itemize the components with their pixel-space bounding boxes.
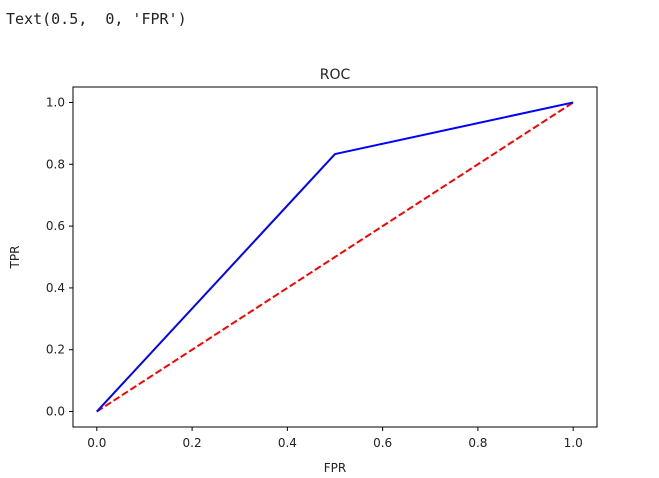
y-tick-label: 0.6 — [46, 219, 65, 233]
chart-title: ROC — [320, 67, 351, 83]
y-tick-label: 1.0 — [46, 95, 65, 109]
plot-frame — [72, 86, 598, 428]
y-axis-label: TPR — [8, 246, 22, 270]
y-tick-label: 0.2 — [46, 343, 65, 357]
y-tick-label: 0.8 — [46, 157, 65, 171]
series-layer — [96, 101, 574, 413]
x-tick-label: 0.2 — [183, 436, 202, 450]
series-line-chance-diagonal — [96, 101, 574, 413]
cell-output-text: Text(0.5, 0, 'FPR') — [6, 10, 187, 28]
y-tick-label: 0.0 — [46, 405, 65, 419]
x-tick-label: 0.6 — [373, 436, 392, 450]
x-tick-label: 0.8 — [468, 436, 487, 450]
x-axis-label: FPR — [324, 461, 346, 475]
x-tick-label: 1.0 — [564, 436, 583, 450]
series-line-roc-curve — [96, 101, 574, 413]
x-tick-label: 0.0 — [87, 436, 106, 450]
x-axis: 0.0 0.2 0.4 0.6 0.8 1.0 — [87, 427, 583, 450]
y-axis: 0.0 0.2 0.4 0.6 0.8 1.0 — [46, 95, 73, 419]
x-tick-label: 0.4 — [278, 436, 297, 450]
y-tick-label: 0.4 — [46, 281, 65, 295]
